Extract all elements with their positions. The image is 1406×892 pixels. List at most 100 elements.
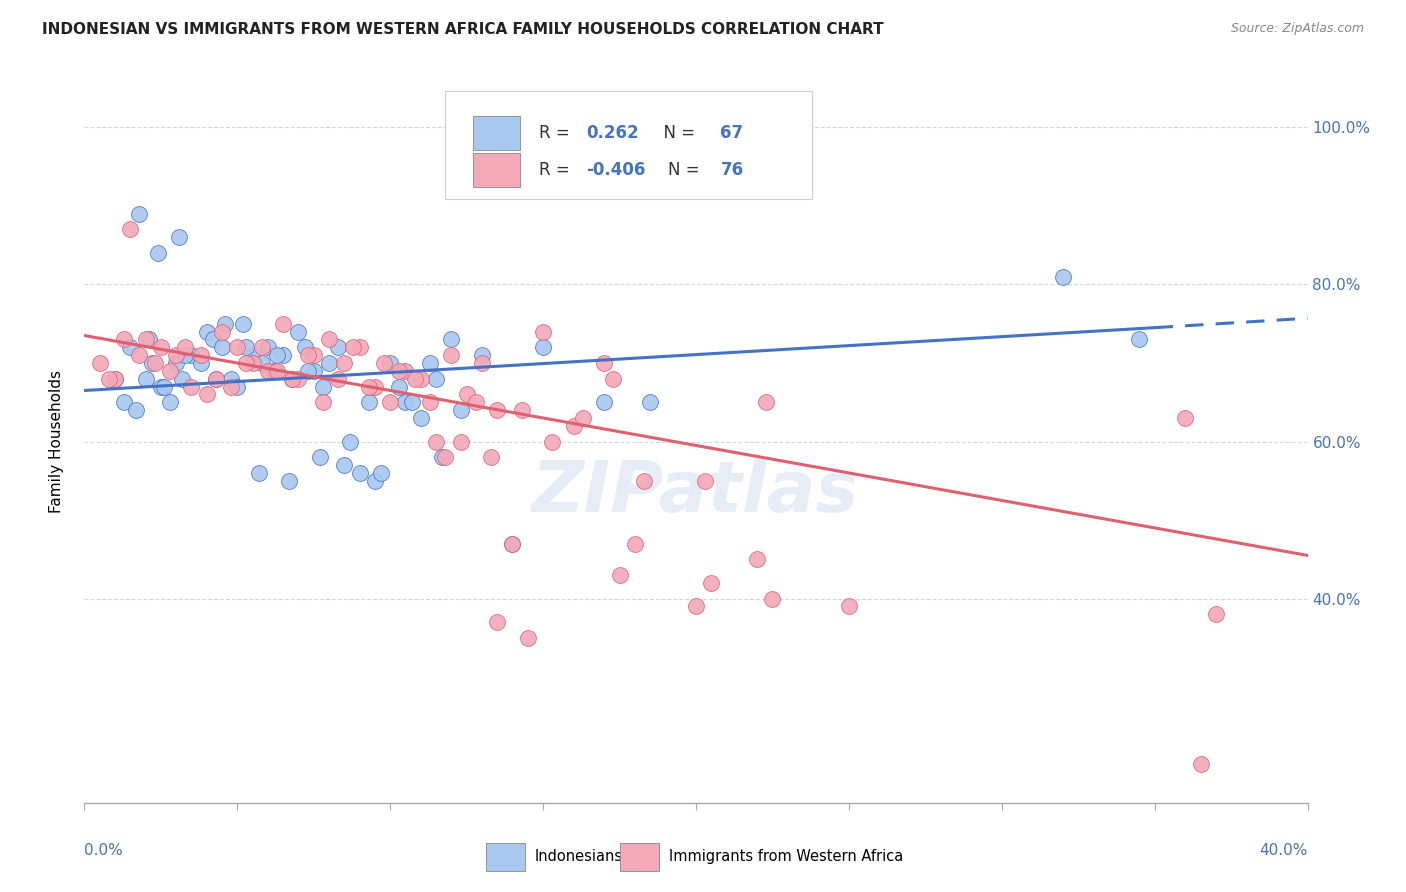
- Point: [328, 340, 350, 354]
- Point: [308, 450, 330, 465]
- Point: [138, 333, 160, 347]
- Point: [531, 340, 554, 354]
- Point: [180, 348, 202, 362]
- Point: [294, 340, 316, 354]
- Text: INDONESIAN VS IMMIGRANTS FROM WESTERN AFRICA FAMILY HOUSEHOLDS CORRELATION CHART: INDONESIAN VS IMMIGRANTS FROM WESTERN AF…: [42, 22, 884, 37]
- Point: [312, 395, 335, 409]
- Point: [373, 356, 395, 370]
- Y-axis label: Family Households: Family Households: [49, 370, 63, 513]
- Point: [195, 325, 218, 339]
- Point: [104, 372, 127, 386]
- Point: [125, 403, 148, 417]
- Point: [419, 356, 441, 370]
- Point: [247, 466, 270, 480]
- Point: [425, 434, 447, 449]
- Point: [349, 466, 371, 480]
- Point: [370, 466, 392, 480]
- Point: [357, 395, 380, 409]
- Point: [562, 418, 585, 433]
- Point: [235, 340, 257, 354]
- Point: [257, 364, 280, 378]
- Point: [219, 379, 242, 393]
- Point: [205, 372, 228, 386]
- Point: [112, 333, 135, 347]
- Point: [232, 317, 254, 331]
- Point: [281, 372, 304, 386]
- Point: [167, 230, 190, 244]
- Point: [747, 552, 769, 566]
- Text: 0.262: 0.262: [586, 124, 638, 142]
- Text: 76: 76: [720, 161, 744, 179]
- Point: [149, 379, 172, 393]
- Point: [328, 372, 350, 386]
- Point: [388, 364, 411, 378]
- Text: N =: N =: [654, 124, 700, 142]
- Point: [471, 348, 494, 362]
- Point: [242, 356, 264, 370]
- Point: [141, 356, 163, 370]
- Point: [302, 364, 325, 378]
- Point: [510, 403, 533, 417]
- Point: [342, 340, 364, 354]
- Point: [700, 575, 723, 590]
- Point: [1174, 411, 1197, 425]
- Point: [440, 348, 463, 362]
- Point: [572, 411, 595, 425]
- Point: [250, 356, 273, 370]
- FancyBboxPatch shape: [446, 91, 813, 200]
- Point: [695, 474, 717, 488]
- Point: [120, 222, 142, 236]
- Point: [486, 403, 509, 417]
- Point: [312, 379, 335, 393]
- FancyBboxPatch shape: [485, 843, 524, 871]
- Point: [464, 395, 486, 409]
- Point: [226, 379, 249, 393]
- Point: [214, 317, 236, 331]
- Point: [339, 434, 361, 449]
- Point: [364, 379, 387, 393]
- Point: [755, 395, 778, 409]
- Point: [357, 379, 380, 393]
- Point: [380, 395, 402, 409]
- Point: [502, 536, 524, 550]
- Point: [450, 434, 472, 449]
- Point: [440, 333, 463, 347]
- Text: -0.406: -0.406: [586, 161, 645, 179]
- Text: R =: R =: [540, 124, 575, 142]
- Point: [120, 340, 142, 354]
- Point: [394, 364, 416, 378]
- Point: [450, 403, 472, 417]
- Point: [1205, 607, 1227, 622]
- Point: [266, 364, 288, 378]
- Point: [159, 395, 181, 409]
- Point: [128, 348, 150, 362]
- Point: [297, 348, 319, 362]
- Point: [638, 395, 661, 409]
- Point: [364, 474, 387, 488]
- Point: [388, 379, 411, 393]
- Point: [219, 372, 242, 386]
- Point: [263, 364, 285, 378]
- Point: [471, 356, 494, 370]
- Point: [602, 372, 624, 386]
- Point: [190, 356, 212, 370]
- Text: 40.0%: 40.0%: [1260, 843, 1308, 857]
- Point: [624, 536, 647, 550]
- FancyBboxPatch shape: [620, 843, 659, 871]
- FancyBboxPatch shape: [474, 153, 520, 187]
- Point: [394, 395, 416, 409]
- Point: [486, 615, 509, 630]
- Point: [153, 379, 176, 393]
- Point: [165, 348, 187, 362]
- Point: [1052, 269, 1074, 284]
- Point: [409, 411, 432, 425]
- Point: [531, 325, 554, 339]
- Point: [349, 340, 371, 354]
- Point: [180, 379, 202, 393]
- Point: [143, 356, 166, 370]
- Text: 0.0%: 0.0%: [84, 843, 124, 857]
- Point: [112, 395, 135, 409]
- Point: [430, 450, 453, 465]
- Point: [287, 325, 309, 339]
- Point: [761, 591, 783, 606]
